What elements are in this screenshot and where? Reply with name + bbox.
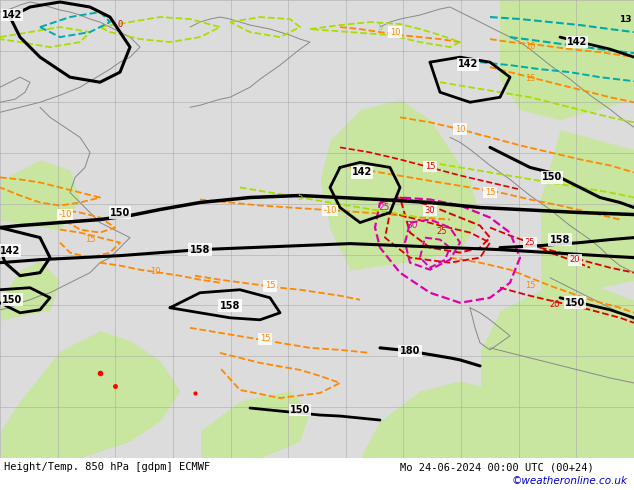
- Text: 10: 10: [525, 42, 535, 50]
- Text: 15: 15: [260, 334, 270, 343]
- Text: 25: 25: [525, 238, 535, 247]
- Text: 150: 150: [290, 405, 310, 415]
- Text: 158: 158: [220, 301, 240, 311]
- Text: Height/Temp. 850 hPa [gdpm] ECMWF: Height/Temp. 850 hPa [gdpm] ECMWF: [4, 462, 210, 472]
- Text: 10: 10: [390, 27, 400, 37]
- Text: 142: 142: [2, 10, 22, 20]
- Text: 150: 150: [110, 208, 130, 218]
- Text: 15: 15: [265, 281, 275, 290]
- Text: 30: 30: [406, 221, 418, 230]
- Text: 5: 5: [377, 23, 383, 31]
- Text: 150: 150: [2, 295, 22, 305]
- Text: 0: 0: [117, 20, 122, 29]
- Text: 10: 10: [455, 125, 465, 134]
- Text: 10: 10: [150, 267, 160, 276]
- Text: 142: 142: [567, 37, 587, 47]
- Text: 15: 15: [85, 235, 95, 244]
- Text: 158: 158: [550, 235, 570, 245]
- Text: 30: 30: [425, 206, 436, 215]
- Text: 15: 15: [425, 162, 436, 171]
- Text: 142: 142: [458, 59, 478, 69]
- Text: 20: 20: [570, 255, 580, 264]
- Text: 150: 150: [542, 172, 562, 182]
- Text: 180: 180: [400, 346, 420, 356]
- Text: 158: 158: [190, 245, 210, 255]
- Text: 142: 142: [352, 168, 372, 177]
- Text: ©weatheronline.co.uk: ©weatheronline.co.uk: [512, 476, 628, 486]
- Text: Mo 24-06-2024 00:00 UTC (00+24): Mo 24-06-2024 00:00 UTC (00+24): [400, 462, 594, 472]
- Text: 5: 5: [297, 193, 302, 202]
- Text: 15: 15: [485, 188, 495, 197]
- Text: 25: 25: [378, 203, 390, 212]
- Text: 142: 142: [0, 245, 20, 256]
- Text: -10: -10: [58, 210, 72, 219]
- Text: 20: 20: [550, 300, 560, 309]
- Text: 15: 15: [525, 74, 535, 83]
- Text: 15: 15: [525, 281, 535, 290]
- Text: 150: 150: [565, 298, 585, 308]
- Text: 13: 13: [619, 15, 631, 24]
- Text: 25: 25: [437, 227, 447, 236]
- Text: -10: -10: [323, 206, 337, 215]
